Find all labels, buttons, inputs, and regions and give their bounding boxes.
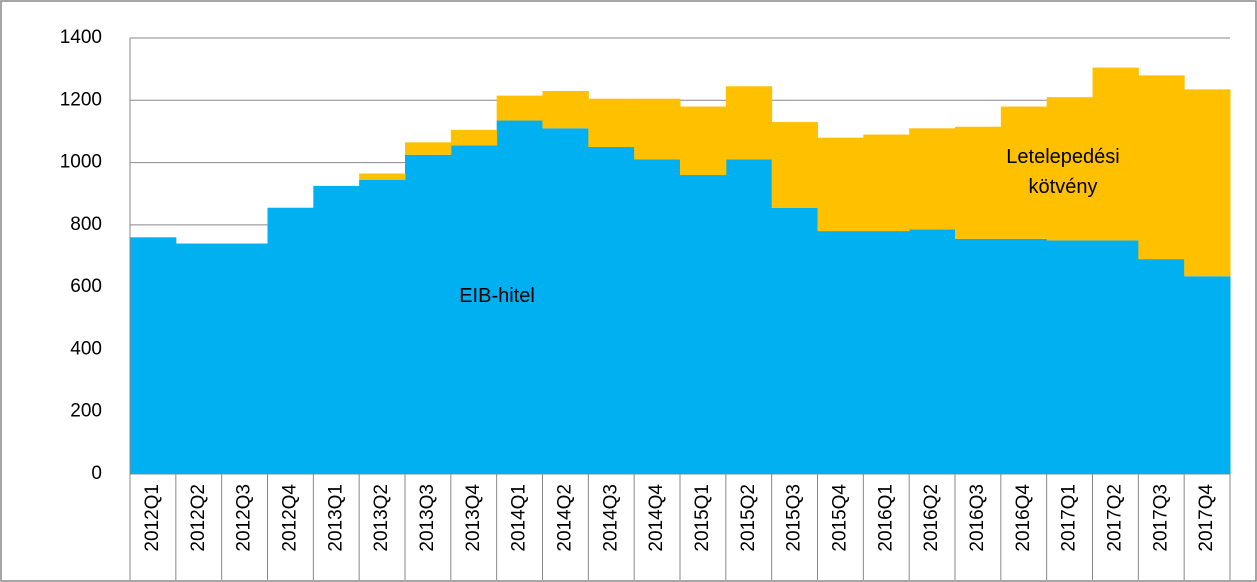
x-tick-label: 2012Q4 [279,484,300,552]
x-tick-label: 2015Q4 [829,484,850,552]
x-tick-label: 2013Q2 [371,484,392,552]
area-step [1000,238,1048,474]
area-step [1000,106,1048,239]
area-step [496,95,543,121]
x-tick-label: 2016Q3 [967,484,988,552]
area-step [955,126,1002,239]
x-tick-label: 2013Q4 [463,484,484,552]
x-tick-label: 2014Q2 [554,484,575,552]
x-tick-label: 2012Q1 [142,484,163,552]
x-tick-label: 2015Q3 [784,484,805,552]
area-step [863,231,910,474]
area-step [634,159,681,474]
area-step [909,128,956,230]
area-step [863,134,910,232]
area-step [221,243,268,474]
x-tick-label: 2013Q3 [417,484,438,552]
area-step [405,154,452,475]
area-step [450,129,498,146]
area-step [725,86,773,160]
x-tick-label: 2013Q1 [325,484,346,552]
y-tick-label: 0 [91,463,102,484]
x-tick-label: 2017Q1 [1059,484,1080,552]
area-step [634,98,681,160]
x-tick-label: 2012Q3 [234,484,255,552]
area-step [680,175,727,474]
area-step [405,142,452,155]
area-step [359,179,406,474]
y-tick-label: 1000 [60,152,102,173]
y-tick-label: 400 [70,338,102,359]
y-tick-label: 1200 [60,89,102,110]
x-tick-label: 2016Q2 [921,484,942,552]
area-step [1184,89,1231,277]
area-step [542,90,589,129]
x-tick-label: 2014Q1 [509,484,530,552]
y-tick-label: 1400 [60,27,102,48]
area-step [130,237,177,474]
x-tick-label: 2017Q2 [1104,484,1125,552]
area-step [1046,97,1093,241]
area-step [817,231,864,474]
area-step [1184,276,1231,474]
area-step [771,122,818,208]
series-annotation: EIB-hitel [459,285,535,307]
area-step [267,207,314,474]
area-step [1138,259,1185,474]
y-tick-label: 800 [70,214,102,235]
area-step [313,185,360,474]
area-step [817,137,864,232]
area-step [680,106,727,176]
area-step [359,173,406,180]
y-tick-label: 200 [70,401,102,422]
series-annotation: Letelepedési kötvény [1006,146,1120,198]
area-step [725,159,773,474]
area-step [909,229,956,474]
x-tick-label: 2012Q2 [188,484,209,552]
x-tick-label: 2017Q4 [1196,484,1217,552]
area-step [588,147,635,474]
x-tick-label: 2016Q1 [875,484,896,552]
area-step [1092,67,1139,241]
area-step [175,243,223,474]
x-tick-label: 2017Q3 [1150,484,1171,552]
x-tick-label: 2015Q1 [692,484,713,552]
area-step [450,145,498,474]
area-step [771,207,818,474]
x-tick-label: 2015Q2 [738,484,759,552]
x-tick-label: 2014Q4 [646,484,667,552]
area-step [496,120,543,475]
x-tick-label: 2016Q4 [1013,484,1034,552]
x-tick-label: 2014Q3 [600,484,621,552]
area-step [1138,75,1185,260]
area-step [955,238,1002,474]
area-step [1046,240,1093,474]
y-tick-label: 600 [70,276,102,297]
area-step [588,98,635,147]
area-step [1092,240,1139,474]
area-step [542,128,589,475]
